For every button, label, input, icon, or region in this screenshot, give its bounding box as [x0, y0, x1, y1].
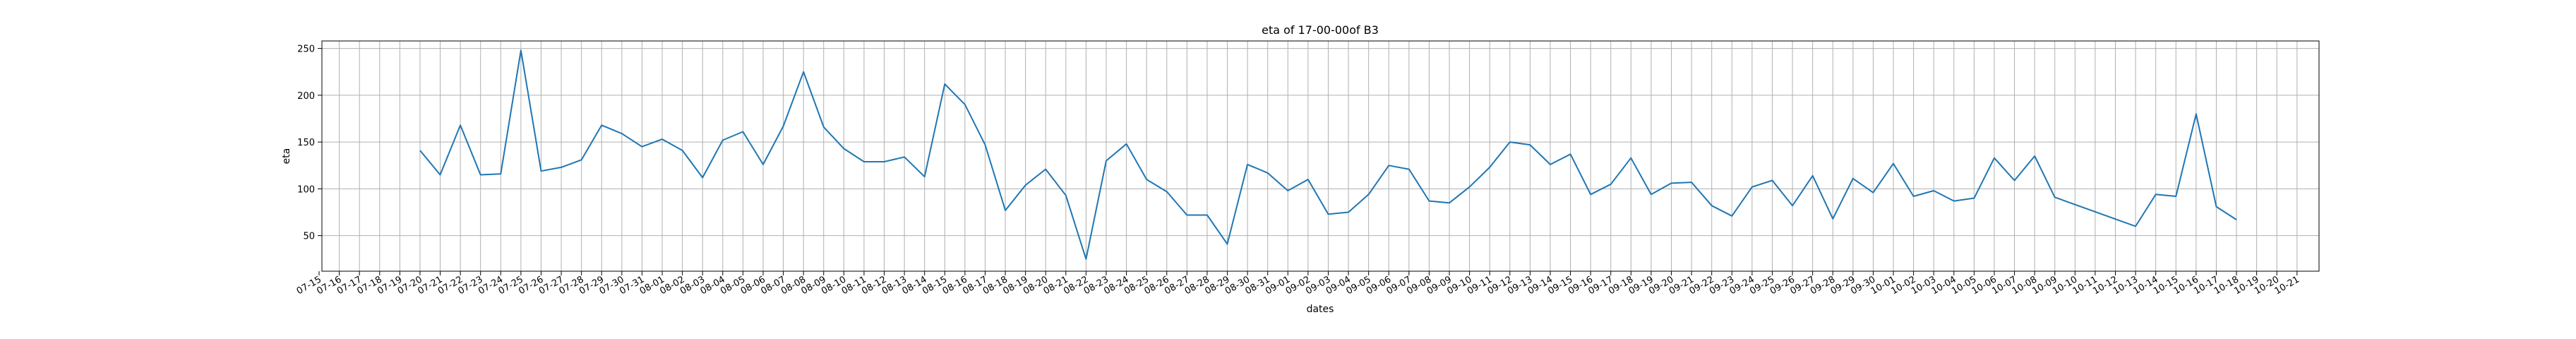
y-tick-label: 150: [297, 138, 315, 148]
chart-title: eta of 17-00-00of B3: [1262, 23, 1379, 37]
plot-area-frame: [321, 40, 2320, 272]
y-axis-ticks: 50 100 150 200 250: [297, 44, 322, 242]
y-axis-label: eta: [281, 148, 292, 165]
y-tick-label: 250: [297, 44, 315, 55]
y-tick-label: 200: [297, 91, 315, 102]
eta-series-line: [419, 49, 2237, 260]
y-tick-label: 100: [297, 184, 315, 195]
data-series: [419, 49, 2237, 260]
x-axis-label: dates: [1307, 304, 1334, 315]
y-tick-label: 50: [303, 232, 315, 242]
